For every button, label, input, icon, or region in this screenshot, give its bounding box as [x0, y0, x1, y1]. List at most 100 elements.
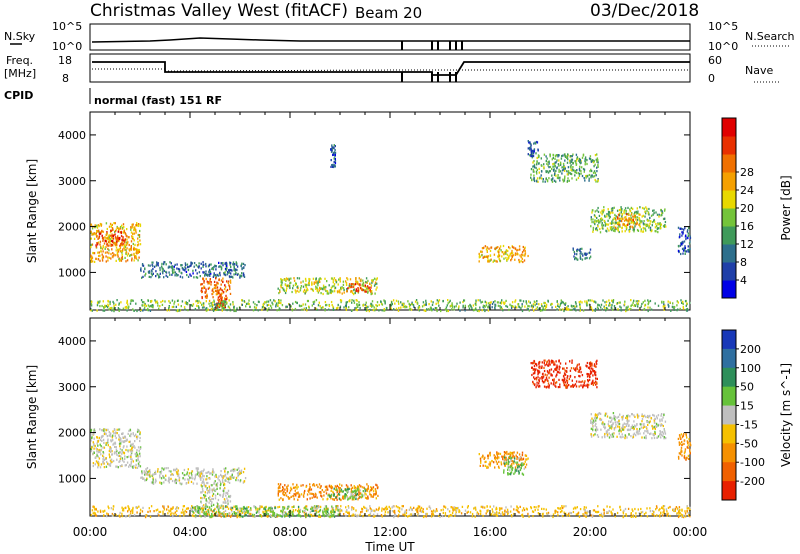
echo-cell — [596, 414, 598, 417]
echo-cell — [380, 302, 383, 305]
echo-cell — [139, 436, 141, 440]
echo-cell — [93, 451, 95, 454]
echo-cell — [222, 495, 224, 498]
echo-cell — [171, 299, 174, 302]
echo-cell — [557, 371, 560, 374]
echo-cell — [211, 304, 213, 307]
echo-cell — [229, 292, 232, 295]
echo-cell — [485, 304, 488, 307]
echo-cell — [633, 216, 635, 219]
echo-cell — [633, 427, 635, 430]
echo-cell — [350, 490, 352, 493]
echo-cell — [142, 477, 144, 480]
echo-cell — [281, 488, 284, 492]
echo-cell — [487, 466, 489, 469]
echo-cell — [617, 222, 619, 226]
echo-cell — [566, 386, 568, 389]
echo-cell — [163, 476, 165, 479]
echo-cell — [346, 277, 348, 280]
echo-cell — [347, 287, 349, 290]
echo-cell — [397, 300, 400, 303]
echo-cell — [568, 179, 570, 182]
echo-cell — [511, 301, 514, 304]
echo-cell — [107, 444, 109, 447]
echo-cell — [590, 216, 592, 219]
echo-cell — [139, 465, 142, 468]
echo-cell — [102, 457, 104, 461]
echo-cell — [130, 246, 132, 249]
echo-cell — [100, 246, 102, 249]
echo-cell — [298, 290, 300, 293]
echo-cell — [115, 303, 117, 306]
echo-cell — [99, 300, 101, 303]
echo-cell — [173, 271, 175, 274]
echo-cell — [557, 155, 559, 158]
echo-cell — [524, 466, 527, 469]
echo-cell — [505, 304, 507, 308]
echo-cell — [533, 367, 535, 371]
echo-cell — [559, 362, 562, 365]
echo-cell — [137, 243, 140, 246]
echo-cell — [578, 385, 580, 388]
echo-cell — [621, 230, 623, 233]
echo-cell — [248, 299, 250, 302]
echo-cell — [546, 162, 548, 165]
echo-cell — [636, 228, 639, 232]
echo-cell — [583, 177, 585, 180]
echo-cell — [135, 466, 137, 469]
echo-cell — [215, 473, 217, 476]
echo-cell — [133, 229, 135, 232]
colorbar-segment — [722, 280, 736, 299]
echo-cell — [153, 265, 156, 268]
echo-cell — [336, 495, 338, 498]
echo-cell — [200, 262, 202, 265]
echo-cell — [395, 299, 398, 302]
echo-cell — [191, 262, 193, 265]
echo-cell — [545, 170, 547, 174]
echo-cell — [280, 284, 282, 287]
echo-cell — [538, 370, 540, 373]
echo-cell — [337, 306, 339, 309]
echo-cell — [350, 284, 353, 287]
echo-cell — [359, 284, 361, 287]
echo-cell — [305, 285, 307, 289]
echo-cell — [315, 493, 317, 496]
echo-cell — [298, 277, 301, 280]
echo-cell — [345, 484, 348, 487]
echo-cell — [592, 421, 594, 424]
echo-cell — [644, 215, 646, 218]
echo-cell — [309, 497, 311, 500]
echo-cell — [213, 481, 215, 484]
echo-cell — [553, 370, 555, 373]
echo-cell — [566, 384, 568, 387]
echo-cell — [168, 300, 170, 303]
echo-cell — [118, 248, 121, 251]
echo-cell — [101, 304, 103, 308]
echo-cell — [505, 458, 507, 461]
echo-cell — [330, 290, 332, 293]
echo-cell — [104, 236, 106, 239]
echo-cell — [560, 301, 563, 304]
echo-cell — [624, 230, 626, 233]
echo-cell — [280, 286, 282, 289]
echo-cell — [366, 497, 369, 500]
echo-cell — [618, 423, 621, 426]
echo-cell — [522, 473, 525, 476]
echo-cell — [244, 477, 247, 480]
echo-cell — [311, 492, 313, 495]
echo-cell — [292, 483, 294, 486]
echo-cell — [307, 288, 309, 292]
echo-cell — [648, 213, 650, 216]
echo-cell — [201, 306, 204, 309]
echo-cell — [612, 208, 614, 211]
echo-cell — [203, 263, 205, 266]
echo-cell — [590, 218, 592, 221]
echo-cell — [509, 247, 511, 250]
echo-cell — [304, 292, 306, 295]
echo-cell — [132, 223, 134, 226]
echo-cell — [182, 477, 184, 480]
echo-cell — [487, 260, 489, 263]
echo-cell — [359, 287, 362, 290]
echo-cell — [634, 225, 636, 228]
echo-cell — [128, 429, 130, 432]
